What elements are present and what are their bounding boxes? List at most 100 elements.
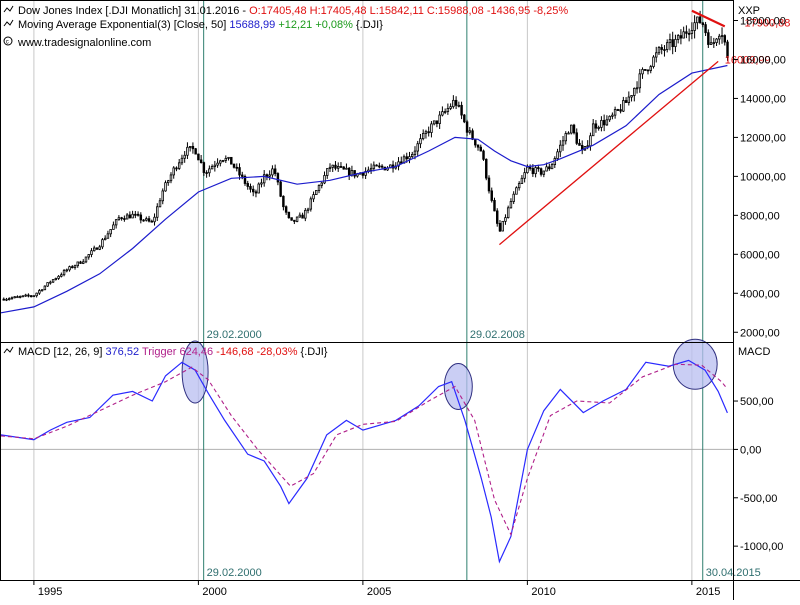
price-candle <box>320 181 323 189</box>
price-candle <box>101 238 104 250</box>
candle-body <box>293 219 296 222</box>
candle-body <box>68 266 71 271</box>
candle-body <box>441 111 444 116</box>
candle-body <box>726 41 729 58</box>
candle-body <box>194 148 197 155</box>
macd-value: 376,52 <box>105 346 142 358</box>
price-candle <box>38 289 41 295</box>
y-tick-label: 4000,00 <box>740 288 780 300</box>
price-candle <box>246 180 249 190</box>
price-candle <box>485 158 488 181</box>
candle-body <box>570 124 573 134</box>
price-candle <box>123 215 126 222</box>
price-header-line2: Moving Average Exponential(3) [Close, 50… <box>18 19 383 31</box>
price-candle <box>559 140 562 158</box>
price-candle <box>147 215 151 223</box>
y-tick-label: 0,00 <box>740 444 761 456</box>
price-candle <box>465 119 469 137</box>
price-candle <box>8 297 11 301</box>
candle-body <box>197 153 200 161</box>
price-candle <box>512 191 515 205</box>
candle-body <box>101 239 104 248</box>
candle-body <box>246 183 249 187</box>
website-credit: www.tradesignalonline.com <box>17 37 151 49</box>
candle-body <box>188 146 192 148</box>
price-candle <box>690 22 694 40</box>
price-candle <box>62 268 66 277</box>
price-candle <box>364 167 367 179</box>
candle-body <box>71 266 74 269</box>
candle-body <box>326 168 329 176</box>
candle-body <box>542 170 546 175</box>
price-candle <box>660 44 663 55</box>
candle-body <box>306 208 310 211</box>
price-candle <box>29 295 33 298</box>
price-axis-title: XXP <box>738 5 760 17</box>
candle-body <box>698 16 702 24</box>
price-candle <box>443 108 447 115</box>
price-candle <box>578 139 581 146</box>
price-candle <box>169 172 173 184</box>
price-candle <box>57 275 60 280</box>
candle-body <box>252 188 255 193</box>
price-candle <box>421 129 425 141</box>
price-candle <box>635 81 639 94</box>
candle-body <box>282 195 285 208</box>
macd-header: MACD [12, 26, 9] 376,52 Trigger 624,46 -… <box>18 346 328 358</box>
y-tick-label: 14000,00 <box>740 93 786 105</box>
price-candle <box>139 212 143 224</box>
price-candle <box>208 165 211 177</box>
y-tick-label: 12000,00 <box>740 132 786 144</box>
ema-suffix: {.DJI} <box>356 19 383 31</box>
price-candle <box>51 279 55 284</box>
price-candle <box>493 197 496 212</box>
price-candle <box>284 205 288 215</box>
price-candle <box>158 197 162 208</box>
price-candle <box>624 97 628 103</box>
candle-body <box>644 69 647 71</box>
price-candle <box>114 218 118 229</box>
price-candle <box>468 126 472 135</box>
candle-body <box>443 111 447 113</box>
price-candle <box>627 91 631 106</box>
candle-body <box>663 49 666 51</box>
candle-body <box>526 166 529 174</box>
price-candle <box>230 156 233 165</box>
candle-body <box>674 38 677 48</box>
candle-body <box>131 213 134 219</box>
candle-body <box>320 182 323 186</box>
price-candle <box>597 125 600 131</box>
candle-body <box>498 222 502 232</box>
price-candle <box>501 220 504 232</box>
candle-body <box>51 279 55 283</box>
x-tick-label: 2000 <box>202 586 226 598</box>
candle-body <box>49 281 52 284</box>
candle-body <box>701 22 705 26</box>
price-candle <box>693 15 696 39</box>
candle-body <box>260 182 263 185</box>
candle-body <box>60 274 63 277</box>
candle-body <box>109 229 112 235</box>
price-candle <box>438 111 441 129</box>
macd-y-axis: 500,00 0,00 -500,00 -1000,00 <box>733 396 783 553</box>
candle-body <box>167 180 170 184</box>
candle-body <box>128 214 132 219</box>
candle-body <box>5 298 8 301</box>
candle-body <box>550 164 554 170</box>
chart-series-icon <box>3 346 14 354</box>
y-tick-label: 8000,00 <box>740 210 780 222</box>
candle-body <box>210 166 214 170</box>
candle-body <box>106 233 110 239</box>
candle-body <box>35 292 38 297</box>
candle-body <box>112 224 115 230</box>
price-candle <box>90 248 93 258</box>
price-candle <box>54 277 58 281</box>
price-candle <box>372 161 376 172</box>
price-candle <box>290 217 293 221</box>
price-candle <box>704 21 707 37</box>
price-candle <box>315 189 318 195</box>
price-candle <box>570 124 573 135</box>
top-trend-line <box>691 9 726 28</box>
